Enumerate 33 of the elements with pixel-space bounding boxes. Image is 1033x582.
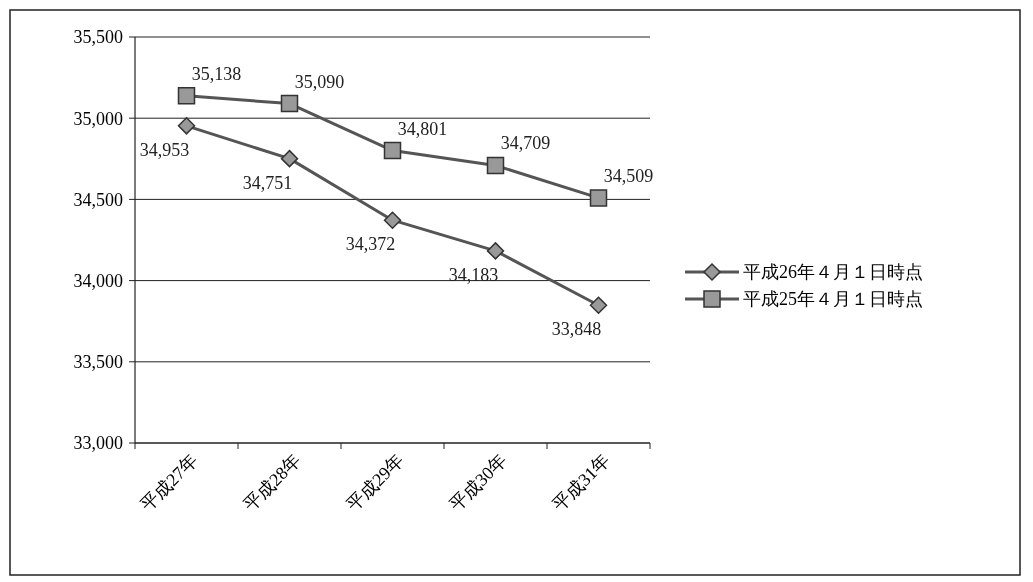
- y-tick-label: 35,000: [73, 108, 123, 129]
- point: [177, 87, 196, 105]
- point: [383, 211, 402, 229]
- x-tick-label: 平成30年: [445, 450, 511, 516]
- y-tick-label: 34,500: [73, 189, 123, 210]
- point: [280, 94, 299, 113]
- data-label: 34,709: [500, 133, 551, 154]
- y-tick-label: 33,000: [73, 433, 123, 454]
- data-label: 35,138: [191, 63, 242, 84]
- data-label: 33,848: [551, 319, 602, 340]
- y-tick-label: 33,500: [73, 352, 123, 373]
- point: [589, 189, 608, 207]
- point: [177, 117, 196, 135]
- data-label: 35,090: [294, 71, 345, 92]
- legend-label: 平成26年４月１日時点: [743, 262, 923, 283]
- data-label: 34,801: [397, 118, 448, 139]
- data-label: 34,953: [139, 139, 190, 160]
- x-tick-label: 平成27年: [136, 450, 202, 516]
- legend-label: 平成25年４月１日時点: [743, 289, 923, 310]
- x-tick-label: 平成28年: [239, 450, 305, 516]
- data-label: 34,509: [603, 165, 654, 186]
- y-tick-label: 35,500: [73, 27, 123, 48]
- point: [589, 296, 608, 315]
- x-tick-label: 平成29年: [342, 450, 408, 516]
- x-tick-label: 平成31年: [548, 450, 614, 516]
- point: [486, 156, 505, 175]
- data-label: 34,183: [448, 264, 499, 285]
- point: [383, 141, 402, 160]
- y-tick-label: 34,000: [73, 270, 123, 291]
- point: [280, 149, 299, 168]
- data-label: 34,751: [242, 172, 293, 193]
- data-label: 34,372: [345, 234, 396, 255]
- point: [486, 242, 505, 260]
